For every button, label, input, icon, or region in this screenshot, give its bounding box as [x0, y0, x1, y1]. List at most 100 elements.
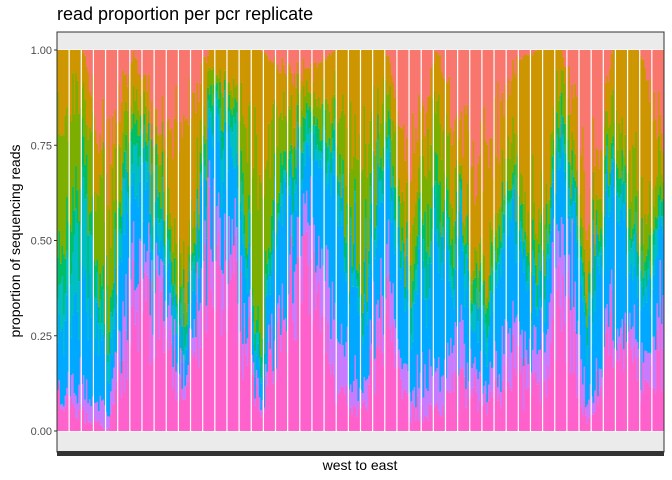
bar-segment — [386, 55, 389, 95]
bar-segment — [281, 50, 284, 58]
bar-segment — [513, 132, 516, 165]
bar-segment — [254, 106, 257, 334]
bar-segment — [531, 55, 534, 156]
bar-segment — [113, 367, 115, 405]
bar-segment — [427, 128, 430, 204]
bar-segment — [175, 401, 178, 431]
bar-segment — [313, 251, 316, 431]
bar-segment — [319, 268, 322, 333]
bar-segment — [141, 278, 144, 312]
bar-segment — [647, 214, 650, 250]
bar-segment — [299, 73, 302, 90]
bar-segment — [352, 286, 355, 382]
bar-segment — [125, 134, 128, 151]
bar-segment — [64, 320, 67, 396]
bar-segment — [428, 299, 431, 350]
bar-segment — [182, 354, 185, 400]
bar-segment — [433, 407, 436, 431]
bar-segment — [179, 377, 182, 431]
bar-segment — [372, 281, 375, 325]
bar-segment — [236, 260, 238, 431]
bar-segment — [366, 301, 369, 313]
bar-segment — [515, 221, 518, 245]
bar-segment — [639, 270, 642, 282]
bar-segment — [141, 78, 144, 134]
bar-segment — [586, 423, 589, 431]
bar-segment — [228, 111, 231, 125]
bar-segment — [507, 333, 510, 382]
bar-segment — [249, 247, 252, 258]
bar-segment — [261, 374, 264, 401]
bar-segment — [498, 374, 501, 395]
bar-segment — [610, 50, 613, 54]
bar-segment — [443, 78, 446, 172]
bar-segment — [457, 212, 460, 239]
bar-segment — [512, 116, 515, 173]
bar-segment — [78, 50, 81, 114]
bar-segment — [650, 297, 653, 317]
bar-segment — [413, 217, 416, 264]
bar-segment — [545, 334, 548, 397]
bar-segment — [128, 75, 131, 143]
bar-segment — [345, 342, 348, 386]
bar-segment — [292, 50, 295, 85]
bar-segment — [181, 351, 184, 363]
bar-segment — [345, 273, 348, 282]
bar-segment — [582, 414, 584, 431]
bar-segment — [252, 305, 255, 322]
bar-segment — [639, 55, 642, 246]
bar-segment — [198, 258, 200, 278]
bar-segment — [217, 114, 220, 142]
bar-segment — [214, 312, 217, 431]
bar-segment — [598, 251, 601, 274]
bar-segment — [657, 215, 660, 229]
bar-segment — [572, 201, 575, 223]
bar-segment — [453, 130, 455, 226]
bar-segment — [199, 347, 202, 431]
bar-segment — [145, 161, 147, 190]
bar-segment — [392, 323, 395, 431]
bar-segment — [169, 329, 172, 431]
bar-segment — [621, 332, 624, 431]
bar-segment — [531, 275, 534, 350]
bar-segment — [484, 313, 487, 324]
bar-segment — [214, 50, 217, 76]
bar-segment — [351, 273, 354, 287]
bar-segment — [550, 293, 553, 343]
bar-segment — [96, 259, 99, 273]
bar-segment — [544, 380, 546, 431]
bar-segment — [498, 209, 501, 226]
bar-segment — [116, 312, 118, 354]
bar-segment — [487, 50, 490, 168]
bar-segment — [504, 365, 507, 431]
bar-segment — [158, 223, 161, 252]
bar-segment — [236, 227, 238, 261]
bar-segment — [108, 416, 111, 428]
bar-segment — [330, 339, 332, 374]
bar-segment — [283, 319, 285, 332]
bar-segment — [149, 315, 152, 365]
bar-segment — [518, 230, 521, 251]
bar-segment — [563, 255, 566, 323]
bar-segment — [474, 277, 477, 306]
bar-segment — [352, 50, 355, 157]
bar-segment — [604, 155, 607, 175]
bar-segment — [299, 89, 302, 127]
bar-segment — [524, 239, 527, 249]
bar-segment — [70, 50, 73, 122]
bar-segment — [431, 376, 434, 410]
bar-segment — [81, 88, 84, 119]
bar-segment — [506, 180, 508, 201]
bar-segment — [257, 395, 260, 431]
bar-segment — [568, 215, 571, 255]
bar-segment — [163, 50, 166, 150]
bar-segment — [173, 295, 176, 320]
bar-segment — [409, 293, 411, 393]
bar-segment — [205, 238, 208, 306]
bar-segment — [597, 50, 600, 150]
bar-segment — [557, 50, 560, 101]
bar-segment — [87, 298, 90, 340]
bar-segment — [369, 217, 372, 320]
bar-segment — [63, 314, 65, 356]
bar-segment — [647, 381, 650, 431]
